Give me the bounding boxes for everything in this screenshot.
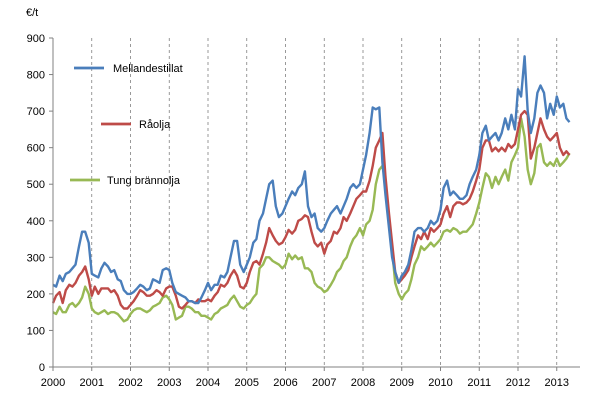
x-tick-label-2010: 2010 — [428, 377, 452, 389]
x-tick-label-2008: 2008 — [351, 377, 375, 389]
y-tick-label-500: 500 — [27, 179, 45, 191]
x-tick-label-2007: 2007 — [312, 377, 336, 389]
x-tick-label-2009: 2009 — [390, 377, 414, 389]
y-tick-label-300: 300 — [27, 252, 45, 264]
legend-item-mellandestillat: Mellandestillat — [74, 63, 183, 75]
y-tick-label-900: 900 — [27, 33, 45, 45]
year-gridlines — [91, 38, 558, 367]
y-tick-label-700: 700 — [27, 106, 45, 118]
y-tick-label-400: 400 — [27, 216, 45, 228]
legend-label-raolja: Råolja — [139, 119, 171, 131]
x-tick-label-2003: 2003 — [157, 377, 181, 389]
series-line-tung-brannolja — [52, 117, 571, 323]
y-axis-ticks: 0 100 200 300 400 500 600 700 800 900 — [27, 33, 53, 374]
y-axis-label: €/t — [26, 7, 38, 19]
x-tick-label-2004: 2004 — [196, 377, 220, 389]
y-tick-label-800: 800 — [27, 70, 45, 82]
legend-label-mellandestillat: Mellandestillat — [113, 63, 183, 75]
legend-item-raolja: Råolja — [101, 119, 171, 131]
legend-label-tung-brannolja: Tung brännolja — [107, 175, 181, 187]
legend-item-tung-brannolja: Tung brännolja — [70, 175, 181, 187]
y-tick-label-600: 600 — [27, 143, 45, 155]
x-tick-label-2002: 2002 — [118, 377, 142, 389]
x-tick-label-2001: 2001 — [80, 377, 104, 389]
y-tick-label-200: 200 — [27, 289, 45, 301]
x-tick-label-2000: 2000 — [41, 377, 65, 389]
x-tick-label-2013: 2013 — [545, 377, 569, 389]
series-line-mellandestillat — [52, 55, 571, 305]
x-axis-ticks: 2000 2001 2002 2003 2004 2005 2006 2007 2008 2009… — [41, 367, 569, 389]
legend: Mellandestillat Råolja Tung brännolja — [70, 63, 183, 187]
x-tick-label-2012: 2012 — [506, 377, 530, 389]
y-tick-label-0: 0 — [39, 362, 45, 374]
x-tick-label-2005: 2005 — [235, 377, 259, 389]
x-tick-label-2006: 2006 — [273, 377, 297, 389]
series-line-raolja — [51, 109, 571, 310]
y-tick-label-100: 100 — [27, 325, 45, 337]
series-lines — [51, 55, 571, 323]
x-tick-label-2011: 2011 — [467, 377, 491, 389]
